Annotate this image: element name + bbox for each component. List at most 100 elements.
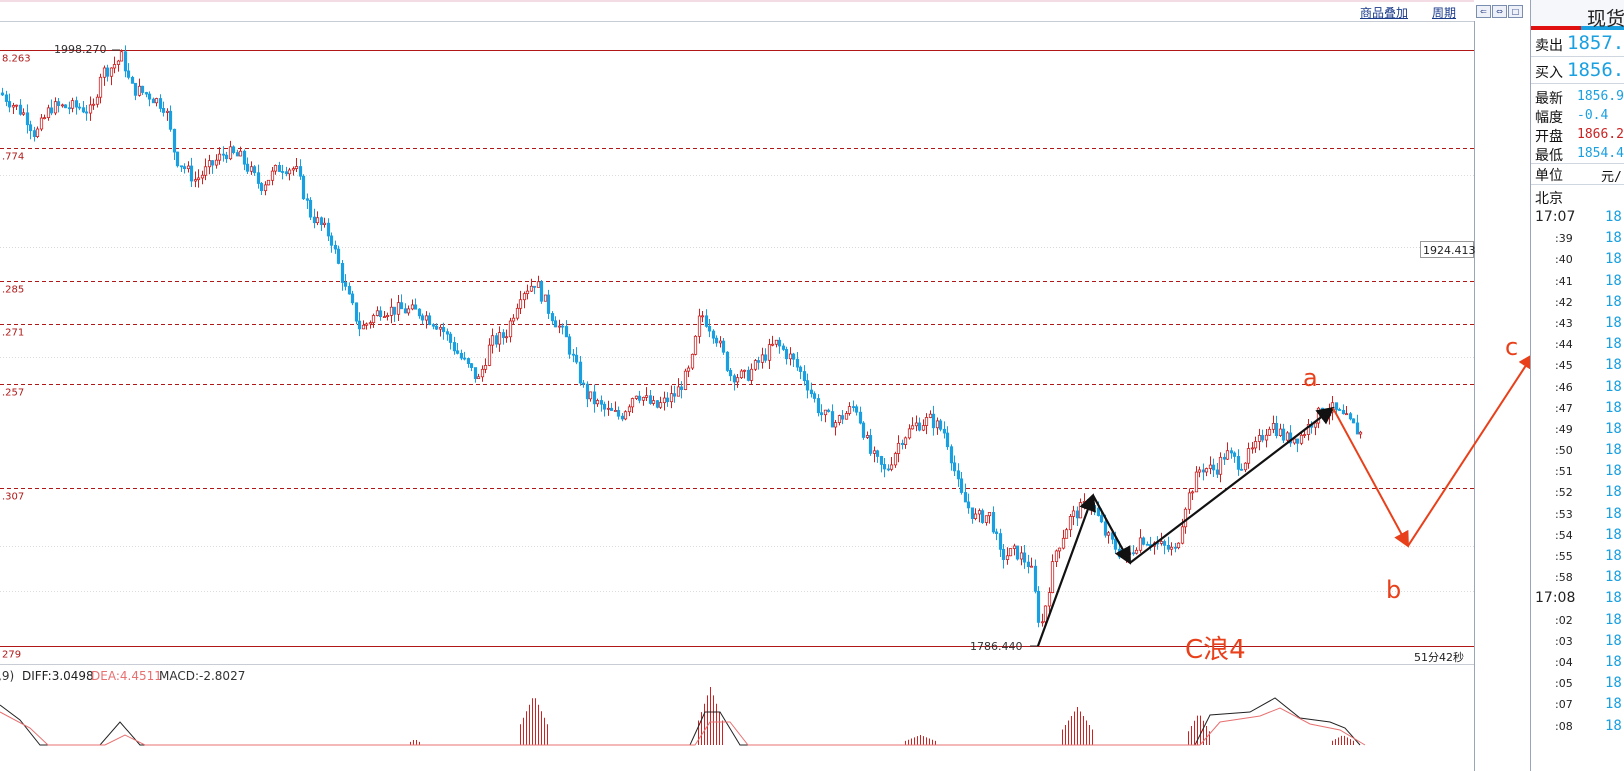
candle-body	[959, 478, 964, 493]
candle-body	[931, 413, 936, 429]
candle-body	[987, 512, 992, 517]
candle-body	[1176, 542, 1181, 549]
candle-body	[564, 326, 569, 338]
candle-body	[882, 464, 887, 470]
candle-body	[627, 406, 632, 413]
candle-body	[886, 468, 891, 471]
candle-body	[154, 98, 159, 104]
candle-body	[158, 98, 163, 109]
candle-body	[994, 531, 999, 534]
tick-row: :42 18	[1531, 292, 1624, 313]
candle-body	[1208, 464, 1213, 469]
wave-annotation: c	[1505, 333, 1518, 361]
tick-time: :05	[1555, 677, 1573, 691]
info-label: 开盘	[1535, 129, 1563, 144]
candle-body	[1117, 548, 1122, 558]
candle-body	[599, 400, 604, 405]
candle-body	[1036, 590, 1041, 623]
candle-body	[1015, 545, 1020, 560]
candle-body	[116, 60, 121, 65]
candle-body	[1068, 516, 1073, 531]
period-link[interactable]: 周期	[1432, 6, 1457, 20]
wave-line-black	[1036, 493, 1096, 647]
candle-body	[515, 307, 520, 319]
tick-time: :02	[1555, 613, 1573, 627]
candle-body	[210, 160, 215, 166]
tab-indicator-blue	[1581, 26, 1624, 30]
candle-body	[396, 302, 401, 315]
tab-indicator-red	[1531, 26, 1581, 30]
candle-body	[1271, 423, 1276, 430]
candle-body	[798, 366, 803, 372]
wave-annotation: b	[1386, 576, 1401, 604]
candle-body	[935, 420, 940, 429]
candle-body	[109, 67, 114, 77]
candle-body	[7, 101, 12, 108]
zoom-button[interactable]: ⇔	[1492, 5, 1507, 18]
scroll-left-button[interactable]: ⇐	[1476, 5, 1491, 18]
candle-body	[693, 335, 698, 355]
tick-row: :50 18	[1531, 440, 1624, 461]
candle-body	[1187, 492, 1192, 510]
candle-body	[1358, 431, 1363, 435]
candle-body	[1243, 462, 1248, 471]
wave-annotation: C浪4	[1185, 635, 1246, 665]
candle-body	[963, 492, 968, 503]
tick-price: 18	[1605, 293, 1622, 310]
overlay-link[interactable]: 商品叠加	[1360, 6, 1409, 20]
candle-body	[1232, 452, 1237, 457]
candle-body	[462, 357, 467, 360]
candle-body	[1071, 510, 1076, 517]
candle-body	[182, 166, 187, 170]
candle-body	[1033, 565, 1038, 592]
tick-time: :41	[1555, 274, 1573, 288]
candle-body	[91, 103, 96, 106]
candle-body	[459, 352, 464, 359]
info-label: 最低	[1535, 148, 1563, 163]
candle-body	[140, 85, 145, 93]
candle-body	[1260, 435, 1265, 441]
maximize-button[interactable]: □	[1508, 5, 1523, 18]
candle-body	[1120, 556, 1125, 558]
tick-list[interactable]: 17:07 18:39 18:40 18:41 18:42 18:43 18:44 18:45…	[1531, 207, 1624, 737]
candle-body	[1253, 441, 1258, 449]
info-value: 1856.9	[1577, 89, 1624, 104]
candle-body	[305, 198, 310, 201]
candle-body	[1008, 548, 1013, 557]
candle-body	[487, 344, 492, 366]
candle-body	[732, 375, 737, 383]
candle-body	[728, 370, 733, 377]
candle-body	[518, 299, 523, 309]
tick-time: :50	[1555, 444, 1573, 458]
candle-body	[690, 353, 695, 369]
candle-body	[1215, 469, 1220, 475]
candle-body	[326, 222, 331, 237]
candle-body	[1218, 456, 1223, 475]
tick-price: 18	[1605, 314, 1622, 331]
tick-price: 18	[1605, 209, 1622, 225]
candle-body	[581, 382, 586, 385]
candle-body	[343, 282, 348, 287]
candle-body	[203, 166, 208, 176]
candle-body	[490, 335, 495, 346]
candle-body	[676, 386, 681, 397]
candlestick-chart[interactable]: 8.263 .774 .285 .271 .257 .307 279 1998.270 1786…	[0, 0, 1530, 771]
candle-body	[329, 235, 334, 246]
fib-level-label: .285	[2, 285, 24, 296]
tick-time: :03	[1555, 634, 1573, 648]
candle-body	[315, 217, 320, 224]
candle-body	[1180, 526, 1185, 544]
tick-row: :49 18	[1531, 419, 1624, 440]
candle-body	[644, 395, 649, 398]
panel-title[interactable]: 现货	[1587, 8, 1624, 30]
candle-body	[1162, 541, 1167, 546]
tick-time: :55	[1555, 550, 1573, 563]
candle-body	[921, 425, 926, 431]
candle-body	[1054, 550, 1059, 563]
tick-time: :47	[1555, 401, 1573, 415]
candle-body	[910, 425, 915, 430]
candle-body	[917, 422, 922, 431]
location-row: 北京	[1531, 184, 1624, 207]
candle-body	[809, 389, 814, 395]
tick-price: 18	[1605, 336, 1622, 353]
